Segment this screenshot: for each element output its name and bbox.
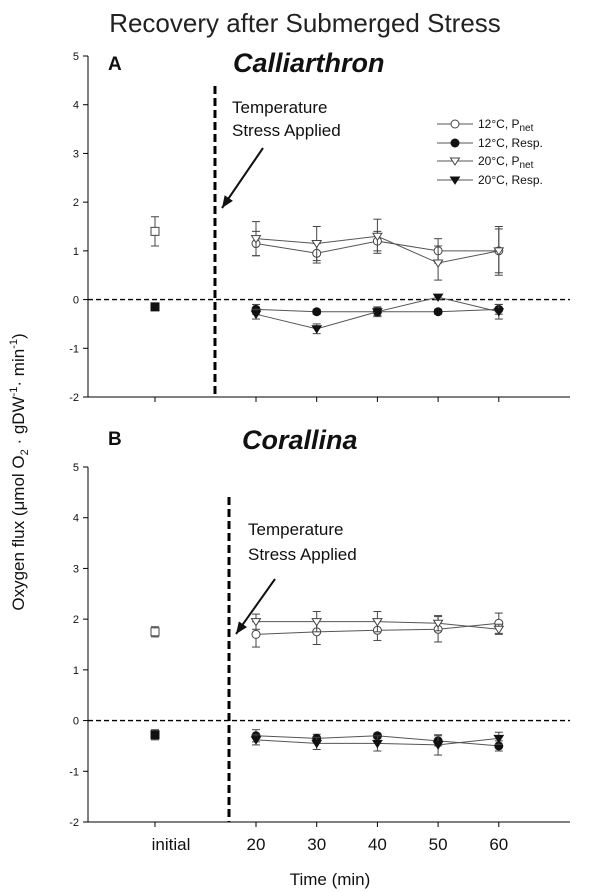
panel-b-y-tick-label: 1	[73, 665, 79, 677]
panel-a-arrow-head	[222, 195, 233, 208]
panel-a-annotation-line2: Stress Applied	[232, 121, 341, 140]
panel-a-data-point-s1	[312, 307, 322, 317]
panel-a-annotation-line1: Temperature	[232, 98, 327, 117]
panel-b-initial-point-filled	[150, 730, 160, 740]
panel-a-data-point-s2	[250, 235, 262, 244]
panel-b-y-tick-label: 2	[73, 614, 79, 626]
panel-b-data-point-s2	[250, 618, 262, 627]
panel-a-data-point-s3	[371, 308, 383, 317]
panel-a-arrow-shaft	[221, 147, 264, 209]
legend-marker-open-circle	[450, 119, 460, 129]
panel-b-annotation-line1: Temperature	[248, 520, 343, 539]
panel-a-data-point-s3	[250, 310, 262, 320]
panel-b-data-point-s3	[432, 741, 444, 750]
panel-b-y-tick-label: -1	[69, 766, 79, 778]
panel-a-initial-point-filled	[150, 302, 160, 312]
x-tick-label: 40	[368, 835, 387, 854]
panel-b-y-tick-label: 4	[73, 513, 79, 525]
panel-b: B Corallina Temperature Stress Applied -…	[69, 425, 570, 829]
panel-b-data-point-s3	[493, 734, 505, 744]
x-tick-label: 20	[247, 835, 266, 854]
panel-b-title: Corallina	[242, 425, 358, 455]
x-tick-label: 30	[307, 835, 326, 854]
panel-b-arrow-head	[236, 621, 248, 634]
panel-b-data-point-s2	[493, 625, 505, 635]
legend-marker-filled-triangle	[449, 176, 461, 185]
panel-a-data-point-s2	[371, 232, 383, 242]
panel-a-y-tick-label: 4	[73, 100, 79, 112]
panel-b-data-point-s0	[251, 629, 261, 639]
panel-b-plot: -2 -1 0 1 2 3 4 5	[69, 462, 570, 829]
panel-a-y-tick-label: 3	[73, 148, 79, 160]
panel-b-y-tick-label: 5	[73, 462, 79, 474]
panel-a: A Calliarthron Temperature Stress Applie…	[69, 48, 570, 404]
panel-a-y-tick-label: 1	[73, 246, 79, 258]
panel-a-y-tick-label: 5	[73, 51, 79, 63]
legend-label-20c-pnet: 20°C, Pnet	[478, 154, 534, 171]
legend-marker-filled-circle	[450, 138, 460, 148]
legend-entry-20c-pnet: 20°C, Pnet	[437, 154, 534, 171]
legend-entry-12c-pnet: 12°C, Pnet	[437, 117, 534, 134]
legend-label-12c-resp: 12°C, Resp.	[478, 136, 543, 150]
panel-a-data-point-s2	[432, 259, 444, 268]
panel-a-y-tick-label: 0	[73, 295, 79, 307]
panel-b-y-tick-label: -2	[69, 817, 79, 829]
panel-b-letter: B	[108, 429, 122, 450]
panel-a-title: Calliarthron	[233, 48, 385, 78]
x-tick-label: 50	[429, 835, 448, 854]
legend-entry-20c-resp: 20°C, Resp.	[437, 173, 543, 187]
y-axis-label: Oxygen flux (μmol O2 · gDW-1· min-1)	[8, 333, 31, 610]
figure-title: Recovery after Submerged Stress	[109, 8, 501, 38]
panel-a-data-point-s3	[493, 308, 505, 317]
legend-entry-12c-resp: 12°C, Resp.	[437, 136, 543, 150]
legend-label-20c-resp: 20°C, Resp.	[478, 173, 543, 187]
panel-b-data-point-s3	[311, 739, 323, 749]
panel-b-y-tick-label: 0	[73, 716, 79, 728]
x-tick-label: initial	[152, 835, 191, 854]
panel-a-y-tick-label: 2	[73, 197, 79, 209]
panel-a-data-point-s3	[432, 293, 444, 303]
panel-b-initial-point-open	[150, 627, 160, 637]
panel-a-y-tick-label: -2	[69, 392, 79, 404]
panel-a-data-point-s3	[311, 325, 323, 334]
x-tick-label: 60	[489, 835, 508, 854]
panel-b-data-point-s3	[371, 739, 383, 749]
panel-a-initial-point-open	[150, 226, 160, 236]
panel-b-data-point-s3	[250, 736, 262, 745]
x-axis-ticks: initial 20 30 40 50 60	[152, 835, 509, 854]
panel-a-data-point-s1	[433, 307, 443, 317]
x-axis-label: Time (min)	[290, 870, 371, 889]
panel-b-data-point-s2	[432, 619, 444, 629]
panel-a-plot: -2 -1 0 1 2 3 4 5	[69, 51, 570, 404]
panel-b-data-point-s2	[311, 618, 323, 627]
panel-a-letter: A	[108, 54, 122, 75]
panel-a-data-point-s2	[493, 247, 505, 256]
panel-b-data-point-s2	[371, 618, 383, 627]
panel-a-data-point-s2	[311, 240, 323, 249]
panel-a-y-tick-label: -1	[69, 343, 79, 355]
legend-marker-open-triangle	[449, 157, 461, 166]
legend: 12°C, Pnet 12°C, Resp. 20°C, Pnet 20°C, …	[437, 117, 543, 187]
panel-b-annotation-line2: Stress Applied	[248, 545, 357, 564]
panel-b-y-tick-label: 3	[73, 563, 79, 575]
legend-label-12c-pnet: 12°C, Pnet	[478, 117, 534, 134]
